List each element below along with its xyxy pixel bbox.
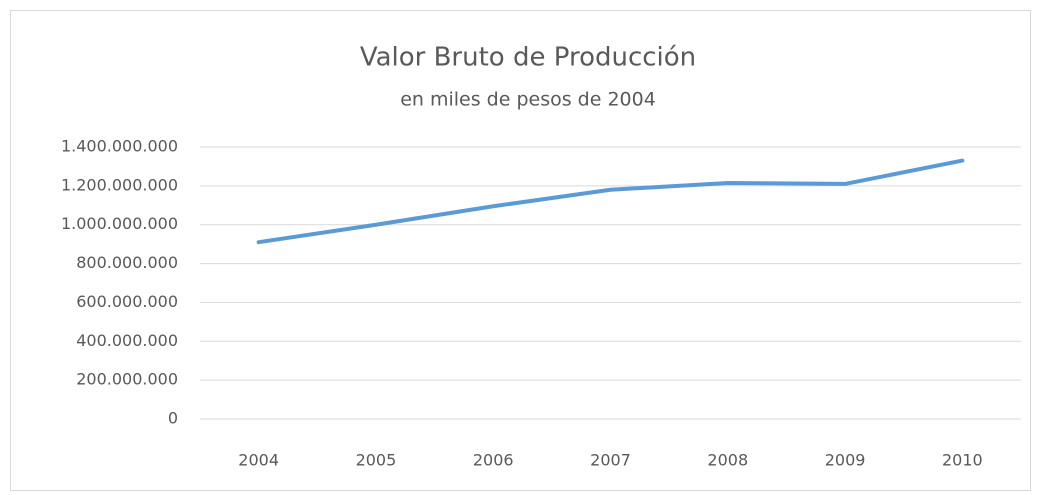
chart-border bbox=[10, 10, 1031, 491]
x-tick-label: 2007 bbox=[590, 451, 631, 470]
x-tick-label: 2010 bbox=[942, 451, 983, 470]
x-tick-label: 2008 bbox=[707, 451, 748, 470]
x-tick-label: 2009 bbox=[825, 451, 866, 470]
y-tick-label: 200.000.000 bbox=[76, 370, 178, 389]
data-line bbox=[256, 158, 965, 245]
y-tick-label: 0 bbox=[168, 409, 178, 428]
chart-subtitle: en miles de pesos de 2004 bbox=[400, 89, 656, 111]
y-tick-label: 400.000.000 bbox=[76, 331, 178, 350]
y-tick-label: 1.400.000.000 bbox=[61, 137, 178, 156]
chart-title: Valor Bruto de Producción bbox=[360, 43, 696, 73]
y-tick-label: 800.000.000 bbox=[76, 253, 178, 272]
x-tick-label: 2006 bbox=[473, 451, 514, 470]
y-tick-label: 600.000.000 bbox=[76, 292, 178, 311]
y-tick-label: 1.200.000.000 bbox=[61, 175, 178, 194]
x-tick-label: 2005 bbox=[356, 451, 397, 470]
y-tick-label: 1.000.000.000 bbox=[61, 214, 178, 233]
x-tick-label: 2004 bbox=[238, 451, 279, 470]
